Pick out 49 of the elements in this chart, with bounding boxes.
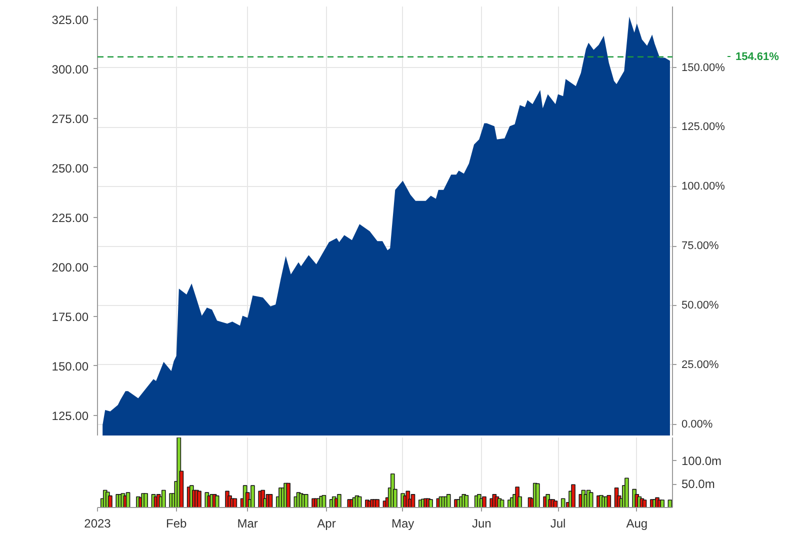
y2-tick-label: 75.00% [682, 240, 720, 252]
y2-tick-label: 150.00% [682, 62, 726, 74]
y-tick-label: 300.00 [52, 62, 89, 76]
bar [668, 500, 672, 508]
y-tick-label: 275.00 [52, 112, 89, 126]
y2-tick-label: 50.00% [682, 299, 720, 312]
y2-tick-label: 25.00% [682, 358, 720, 371]
y-tick-label: 125.00 [52, 408, 89, 423]
bar [660, 500, 664, 508]
x-tick-label: 2023 [84, 516, 112, 530]
bar [322, 494, 326, 508]
y-tick-label: 225.00 [52, 210, 89, 225]
bar [560, 498, 566, 508]
y2-tick-label: 100.00% [682, 180, 726, 193]
x-tick-label: Apr [317, 516, 336, 530]
bar [268, 494, 273, 508]
bar [428, 499, 433, 508]
y-tick-label: 325.00 [52, 12, 89, 27]
y-tick-label: 175.00 [52, 310, 89, 324]
bar [535, 483, 540, 508]
y-tick-label: 200.00 [52, 260, 89, 274]
ref-line-label: 154.61% [736, 50, 780, 63]
bar [588, 492, 594, 508]
bar [375, 499, 380, 508]
bar [624, 478, 629, 508]
bar [606, 494, 612, 508]
x-tick-label: Jul [550, 516, 566, 530]
x-tick-label: Feb [166, 516, 188, 530]
bar [304, 494, 308, 508]
y-tick-label: 50.0m [682, 477, 715, 492]
bar [286, 482, 290, 508]
bar [464, 494, 469, 508]
y2-tick-label: 125.00% [682, 121, 726, 134]
x-tick-label: Aug [626, 516, 648, 530]
bar [500, 500, 504, 508]
bar [108, 495, 112, 508]
bar [446, 494, 451, 508]
x-tick-label: May [391, 516, 414, 530]
y-tick-label: 100.0m [682, 454, 722, 468]
x-tick-label: Mar [237, 516, 258, 530]
y-tick-label: 150.00 [52, 359, 89, 374]
bar [232, 498, 238, 508]
bar [571, 484, 576, 508]
bar [197, 490, 202, 508]
bar [642, 500, 647, 508]
y-tick-label: 250.00 [52, 161, 89, 176]
y2-tick-label: 0.00% [682, 418, 713, 430]
x-tick-label: Jun [472, 516, 492, 530]
bar [144, 493, 148, 508]
